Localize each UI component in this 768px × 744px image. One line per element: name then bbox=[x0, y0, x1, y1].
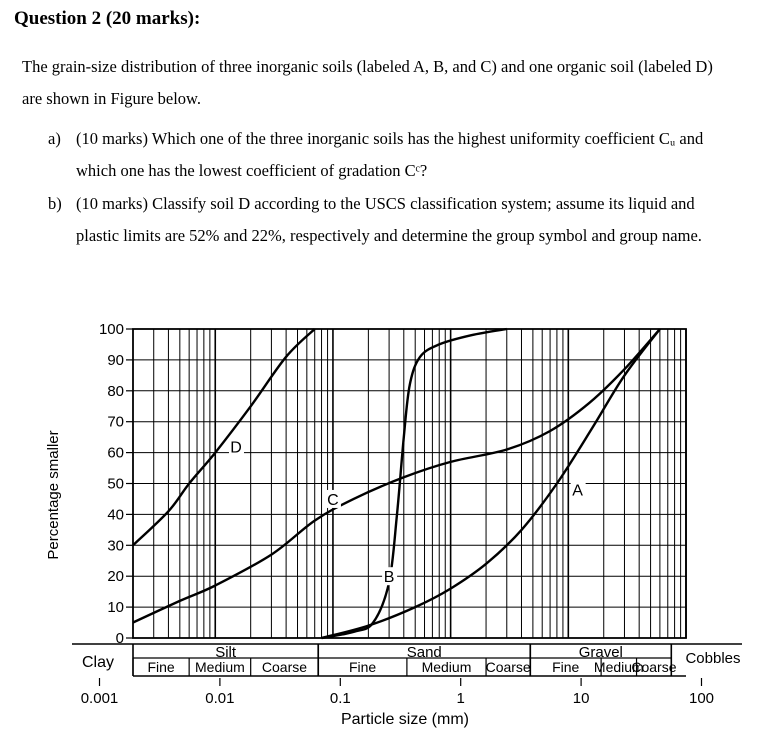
soil-subclass-label: Coarse bbox=[631, 659, 676, 675]
curve-b bbox=[321, 327, 508, 640]
curve-c bbox=[132, 328, 661, 624]
x-axis: 0.001 0.01 0.1 1 10 100 bbox=[81, 678, 714, 707]
y-tick-label: 30 bbox=[107, 537, 124, 554]
curve-label-c: C bbox=[327, 492, 339, 509]
part-b-label: b) bbox=[48, 194, 62, 213]
curve-label-bg bbox=[325, 489, 341, 508]
curve-d bbox=[132, 328, 316, 547]
curve-label-b: B bbox=[384, 569, 395, 586]
clay-label: Clay bbox=[82, 654, 114, 671]
cobbles-label: Cobbles bbox=[685, 650, 740, 667]
part-a-text: (10 marks) Which one of the three inorga… bbox=[76, 129, 704, 180]
x-tick-label: 10 bbox=[573, 690, 590, 707]
question-intro: The grain-size distribution of three ino… bbox=[22, 57, 713, 108]
y-tick-label: 0 bbox=[116, 630, 124, 647]
soil-subclass-label: Coarse bbox=[262, 659, 307, 675]
y-tick-label: 80 bbox=[107, 383, 124, 400]
y-tick-label: 90 bbox=[107, 352, 124, 369]
y-axis-label: Percentage smaller bbox=[45, 430, 62, 559]
question-title: Question 2 (20 marks): bbox=[14, 8, 201, 29]
y-tick-label: 60 bbox=[107, 445, 124, 462]
grain-size-chart: 0 10 20 30 40 50 60 70 80 90 100 A B C D Silt Sand Grav… bbox=[45, 321, 742, 728]
soil-subclass-label: Fine bbox=[349, 659, 376, 675]
curve-label-a: A bbox=[572, 483, 583, 500]
soil-subclass-label: Medium bbox=[195, 659, 245, 675]
chart-curves: A B C D bbox=[132, 327, 661, 640]
part-b-text: (10 marks) Classify soil D according to … bbox=[76, 194, 702, 245]
soil-subclass-label: Fine bbox=[147, 659, 174, 675]
curve-label-bg bbox=[570, 480, 586, 499]
y-tick-label: 40 bbox=[107, 506, 124, 523]
x-tick-label: 0.001 bbox=[81, 690, 119, 707]
curve-label-bg bbox=[228, 437, 244, 456]
chart-grid bbox=[132, 328, 687, 639]
x-tick-label: 1 bbox=[457, 690, 465, 707]
soil-class-label: Sand bbox=[407, 644, 442, 661]
x-tick-label: 100 bbox=[689, 690, 714, 707]
curve-label-bg bbox=[382, 567, 398, 586]
soil-class-label: Gravel bbox=[579, 644, 623, 661]
soil-class-label: Silt bbox=[215, 644, 237, 661]
x-axis-label: Particle size (mm) bbox=[341, 711, 469, 728]
y-tick-label: 10 bbox=[107, 599, 124, 616]
part-a-label: a) bbox=[48, 129, 61, 148]
soil-subclass-label: Coarse bbox=[486, 659, 531, 675]
x-tick-label: 0.01 bbox=[205, 690, 234, 707]
soil-subclass-label: Medium bbox=[594, 659, 644, 675]
y-tick-label: 20 bbox=[107, 568, 124, 585]
curve-label-d: D bbox=[230, 439, 242, 456]
y-tick-label: 50 bbox=[107, 476, 124, 493]
x-tick-label: 0.1 bbox=[330, 690, 351, 707]
soil-subclass-label: Medium bbox=[422, 659, 472, 675]
y-tick-label: 100 bbox=[99, 321, 124, 338]
y-axis: 0 10 20 30 40 50 60 70 80 90 100 bbox=[99, 321, 133, 647]
y-tick-label: 70 bbox=[107, 414, 124, 431]
curve-a bbox=[321, 328, 661, 640]
soil-subclass-label: Fine bbox=[552, 659, 579, 675]
